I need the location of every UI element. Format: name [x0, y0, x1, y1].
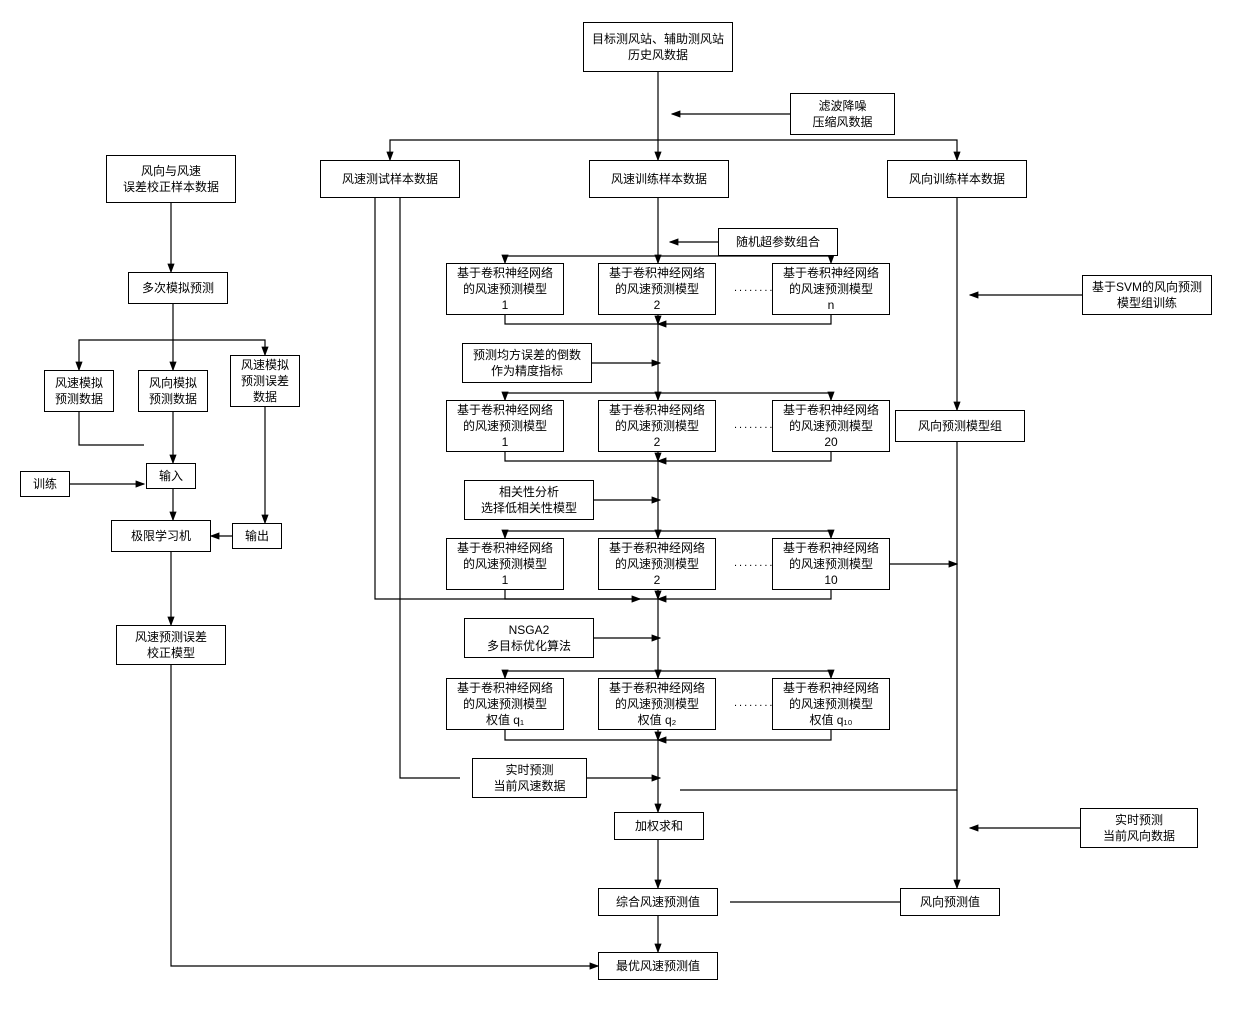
- box-cnn_a1: 基于卷积神经网络 的风速预测模型 1: [446, 263, 564, 315]
- ellipsis: ........: [734, 282, 774, 294]
- connector: [658, 531, 831, 538]
- connector: [390, 140, 658, 160]
- box-dir_pred: 风向预测值: [900, 888, 1000, 916]
- box-cnn_b2: 基于卷积神经网络 的风速预测模型 2: [598, 400, 716, 452]
- box-cnn_d1: 基于卷积神经网络 的风速预测模型 权值 q₁: [446, 678, 564, 730]
- box-output_lbl: 输出: [232, 523, 282, 549]
- box-svm_train: 基于SVM的风向预测 模型组训练: [1082, 275, 1212, 315]
- box-rand_hyper: 随机超参数组合: [718, 228, 838, 256]
- connector: [680, 442, 957, 790]
- box-opt_speed: 最优风速预测值: [598, 952, 718, 980]
- box-speed_train: 风速训练样本数据: [589, 160, 729, 198]
- connector: [505, 393, 658, 400]
- box-cnn_c10: 基于卷积神经网络 的风速预测模型 10: [772, 538, 890, 590]
- box-multi_sim: 多次模拟预测: [128, 272, 228, 304]
- box-corr_sel: 相关性分析 选择低相关性模型: [464, 480, 594, 520]
- box-nsga2: NSGA2 多目标优化算法: [464, 618, 594, 658]
- box-rt_dir: 实时预测 当前风向数据: [1080, 808, 1198, 848]
- connector: [658, 256, 831, 263]
- connector: [658, 452, 831, 461]
- box-elm: 极限学习机: [111, 520, 211, 552]
- box-cnn_c2: 基于卷积神经网络 的风速预测模型 2: [598, 538, 716, 590]
- box-cnn_b1: 基于卷积神经网络 的风速预测模型 1: [446, 400, 564, 452]
- box-cnn_b20: 基于卷积神经网络 的风速预测模型 20: [772, 400, 890, 452]
- connector: [658, 140, 957, 160]
- connector: [658, 730, 831, 740]
- box-speed_test: 风速测试样本数据: [320, 160, 460, 198]
- connector: [505, 671, 658, 678]
- box-dir_model_grp: 风向预测模型组: [895, 410, 1025, 442]
- box-cnn_an: 基于卷积神经网络 的风速预测模型 n: [772, 263, 890, 315]
- box-sim_err: 风速模拟 预测误差 数据: [230, 355, 300, 407]
- box-sim_dir: 风向模拟 预测数据: [138, 370, 208, 412]
- connector: [173, 340, 265, 355]
- box-sim_speed: 风速模拟 预测数据: [44, 370, 114, 412]
- box-comb_speed: 综合风速预测值: [598, 888, 718, 916]
- box-cnn_a2: 基于卷积神经网络 的风速预测模型 2: [598, 263, 716, 315]
- connector: [505, 531, 658, 538]
- box-err_sample: 风向与风速 误差校正样本数据: [106, 155, 236, 203]
- box-cnn_d2: 基于卷积神经网络 的风速预测模型 权值 q₂: [598, 678, 716, 730]
- connector: [79, 340, 173, 370]
- ellipsis: ........: [734, 557, 774, 569]
- box-train_lbl: 训练: [20, 471, 70, 497]
- box-input_lbl: 输入: [146, 463, 196, 489]
- box-dir_train: 风向训练样本数据: [887, 160, 1027, 198]
- box-inv_mse: 预测均方误差的倒数 作为精度指标: [462, 343, 592, 383]
- box-top_data: 目标测风站、辅助测风站 历史风数据: [583, 22, 733, 72]
- connector: [79, 412, 144, 445]
- connector: [658, 590, 831, 599]
- box-cnn_d10: 基于卷积神经网络 的风速预测模型 权值 q₁₀: [772, 678, 890, 730]
- connector: [658, 671, 831, 678]
- box-weighted_sum: 加权求和: [614, 812, 704, 840]
- connector: [658, 393, 831, 400]
- box-rt_speed: 实时预测 当前风速数据: [472, 758, 587, 798]
- box-filter: 滤波降噪 压缩风数据: [790, 93, 895, 135]
- ellipsis: ........: [734, 697, 774, 709]
- box-cnn_c1: 基于卷积神经网络 的风速预测模型 1: [446, 538, 564, 590]
- connector: [505, 256, 658, 263]
- box-err_corr_model: 风速预测误差 校正模型: [116, 625, 226, 665]
- ellipsis: ........: [734, 419, 774, 431]
- connector: [658, 315, 831, 324]
